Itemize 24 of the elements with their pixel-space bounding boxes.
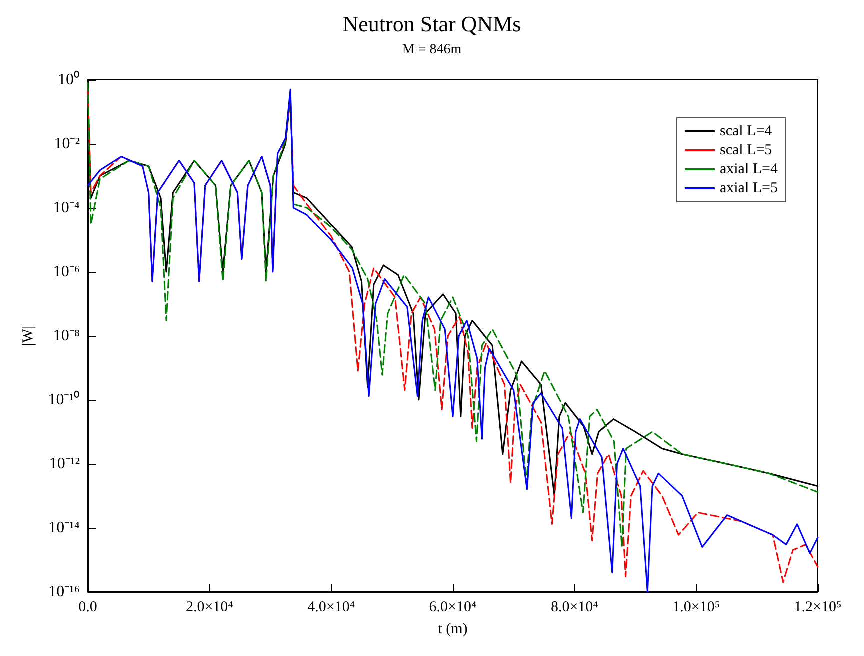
y-tick-label: 10⁻⁴ <box>53 200 80 216</box>
y-tick-label: 10⁰ <box>58 70 80 88</box>
legend-label: axial L=5 <box>720 180 778 196</box>
y-tick-label: 10⁻¹⁴ <box>48 520 80 536</box>
legend-label: axial L=4 <box>720 162 778 178</box>
x-tick-label: 2.0×10⁴ <box>186 600 234 616</box>
x-tick-label: 1.0×10⁵ <box>672 600 720 616</box>
y-tick-label: 10⁻¹⁰ <box>48 390 80 408</box>
x-tick-label: 4.0×10⁴ <box>308 600 356 616</box>
y-tick-label: 10⁻⁸ <box>53 328 80 344</box>
y-tick-label: 10⁻¹² <box>49 456 80 472</box>
legend-label: scal L=4 <box>720 124 773 140</box>
x-axis-title: t (m) <box>438 622 468 638</box>
y-tick-label: 10⁻⁶ <box>53 264 80 280</box>
legend-label: scal L=5 <box>720 142 772 158</box>
x-tick-label: 1.2×10⁵ <box>794 600 842 616</box>
x-tick-label: 0.0 <box>78 600 98 616</box>
y-tick-label: 10⁻² <box>54 136 80 152</box>
x-tick-label: 8.0×10⁴ <box>550 600 598 616</box>
y-tick-label: 10⁻¹⁶ <box>48 584 80 600</box>
chart-subtitle: M = 846m <box>402 42 462 58</box>
chart-title: Neutron Star QNMs <box>342 12 522 36</box>
y-axis-title: |W| <box>20 326 36 346</box>
x-tick-label: 6.0×10⁴ <box>429 600 477 616</box>
